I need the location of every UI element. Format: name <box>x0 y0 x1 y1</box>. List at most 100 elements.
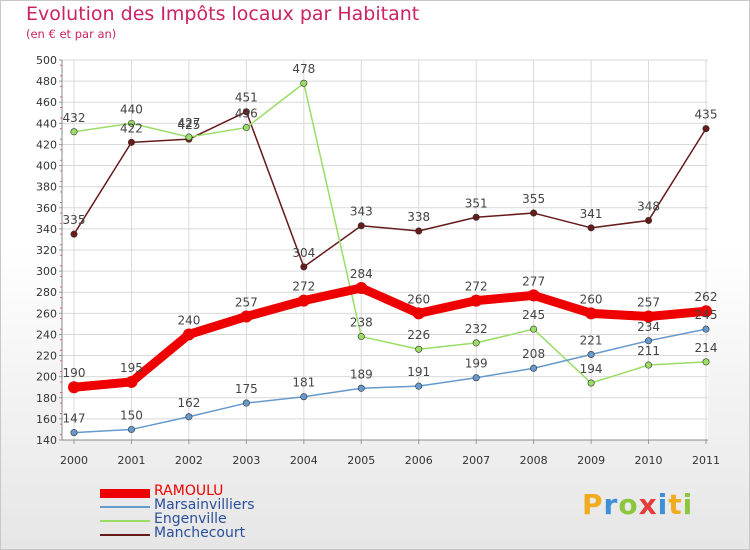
data-label-manchecourt: 338 <box>407 210 430 224</box>
data-point-engenville <box>472 339 480 347</box>
data-point-marsainvilliers <box>702 325 710 333</box>
data-labels: 335 422 425 451 304 343 338 351 355 341 348 435 432 4… <box>63 62 718 425</box>
data-point-ramoulu <box>125 375 138 388</box>
legend-item-engenville: Engenville <box>100 511 300 528</box>
data-label-manchecourt: 355 <box>522 192 545 206</box>
data-label-engenville: 194 <box>580 362 603 376</box>
data-point-marsainvilliers <box>645 337 653 345</box>
legend-item-manchecourt: Manchecourt <box>100 525 300 542</box>
logo-letter: i <box>682 488 694 521</box>
data-point-marsainvilliers <box>242 399 250 407</box>
data-label-ramoulu: 195 <box>120 361 143 375</box>
series-line-ramoulu <box>69 283 711 392</box>
y-tick-label: 340 <box>36 223 57 236</box>
data-point-marsainvilliers <box>472 374 480 382</box>
data-label-engenville: 232 <box>465 322 488 336</box>
logo-letter: x <box>638 488 658 521</box>
grid <box>62 59 708 441</box>
data-point-marsainvilliers <box>530 364 538 372</box>
legend: RAMOULU Marsainvilliers Engenville Manch… <box>100 483 300 542</box>
data-point-engenville <box>645 361 653 369</box>
data-label-marsainvilliers: 150 <box>120 408 143 422</box>
y-tick-label: 180 <box>36 392 57 405</box>
y-tick-label: 400 <box>36 160 57 173</box>
data-label-ramoulu: 272 <box>465 280 488 294</box>
data-point-marsainvilliers <box>587 350 595 358</box>
data-point-engenville <box>242 124 250 132</box>
data-label-ramoulu: 260 <box>407 292 430 306</box>
chart-title: Evolution des Impôts locaux par Habitant <box>26 3 420 25</box>
y-tick-label: 420 <box>36 138 57 151</box>
y-tick-label: 200 <box>36 371 57 384</box>
data-label-manchecourt: 451 <box>235 91 258 105</box>
data-label-manchecourt: 425 <box>177 118 200 132</box>
data-label-manchecourt: 341 <box>580 207 603 221</box>
data-point-marsainvilliers <box>127 425 135 433</box>
logo-letter: P <box>582 488 604 521</box>
y-tick-label: 480 <box>36 75 57 88</box>
data-label-engenville: 440 <box>120 102 143 116</box>
data-point-engenville <box>185 133 193 141</box>
data-point-manchecourt <box>127 138 135 146</box>
logo-letter: t <box>668 488 683 521</box>
data-point-ramoulu <box>412 307 425 320</box>
data-label-ramoulu: 257 <box>235 296 258 310</box>
x-tick-label: 2003 <box>232 454 260 467</box>
series-line-marsainvilliers <box>73 328 707 434</box>
x-tick-label: 2007 <box>462 454 490 467</box>
data-point-manchecourt <box>242 108 250 116</box>
data-label-ramoulu: 240 <box>177 313 200 327</box>
data-label-engenville: 214 <box>695 341 718 355</box>
data-point-manchecourt <box>472 213 480 221</box>
logo-letter: o <box>618 488 639 521</box>
data-point-manchecourt <box>415 227 423 235</box>
data-label-engenville: 478 <box>292 62 315 76</box>
x-tick-label: 2006 <box>405 454 433 467</box>
y-tick-label: 140 <box>36 434 57 447</box>
y-tick-label: 240 <box>36 328 57 341</box>
data-point-ramoulu <box>355 282 368 294</box>
legend-label-marsainvilliers: Marsainvilliers <box>154 497 255 513</box>
data-label-marsainvilliers: 181 <box>292 376 315 390</box>
data-point-engenville <box>357 333 365 341</box>
y-tick-label: 320 <box>36 244 57 257</box>
data-label-engenville: 432 <box>63 111 86 125</box>
data-point-engenville <box>70 128 78 136</box>
legend-swatch-engenville <box>100 520 150 522</box>
data-point-ramoulu <box>470 294 483 307</box>
data-label-engenville: 436 <box>235 107 258 121</box>
series-line-engenville <box>73 82 707 384</box>
x-tick-label: 2008 <box>520 454 548 467</box>
data-point-marsainvilliers <box>357 384 365 392</box>
y-tick-label: 440 <box>36 117 57 130</box>
data-label-ramoulu: 190 <box>63 366 86 380</box>
y-tick-label: 300 <box>36 265 57 278</box>
data-point-engenville <box>300 79 308 87</box>
data-label-engenville: 238 <box>350 316 373 330</box>
y-tick-label: 220 <box>36 350 57 363</box>
data-label-marsainvilliers: 234 <box>637 320 660 334</box>
data-label-marsainvilliers: 221 <box>580 334 603 348</box>
logo-letter: r <box>603 488 619 521</box>
series-line-manchecourt <box>73 110 707 268</box>
data-point-marsainvilliers <box>185 413 193 421</box>
data-point-ramoulu <box>642 310 655 323</box>
data-label-engenville: 211 <box>637 344 660 358</box>
data-point-manchecourt <box>530 209 538 217</box>
series-layer <box>68 79 712 437</box>
data-label-manchecourt: 422 <box>120 121 143 135</box>
x-tick-label: 2009 <box>577 454 605 467</box>
data-label-engenville: 226 <box>407 328 430 342</box>
data-label-marsainvilliers: 189 <box>350 367 373 381</box>
y-tick-label: 360 <box>36 202 57 215</box>
chart-subtitle: (en € et par an) <box>26 27 117 41</box>
x-tick-label: 2001 <box>117 454 145 467</box>
logo-letter: i <box>657 488 669 521</box>
legend-swatch-marsainvilliers <box>100 506 150 508</box>
data-label-marsainvilliers: 208 <box>522 347 545 361</box>
data-point-engenville <box>702 358 710 366</box>
x-tick-label: 2000 <box>60 454 88 467</box>
x-tick-label: 2002 <box>175 454 203 467</box>
data-label-engenville: 427 <box>177 116 200 130</box>
data-label-ramoulu: 277 <box>522 274 545 288</box>
